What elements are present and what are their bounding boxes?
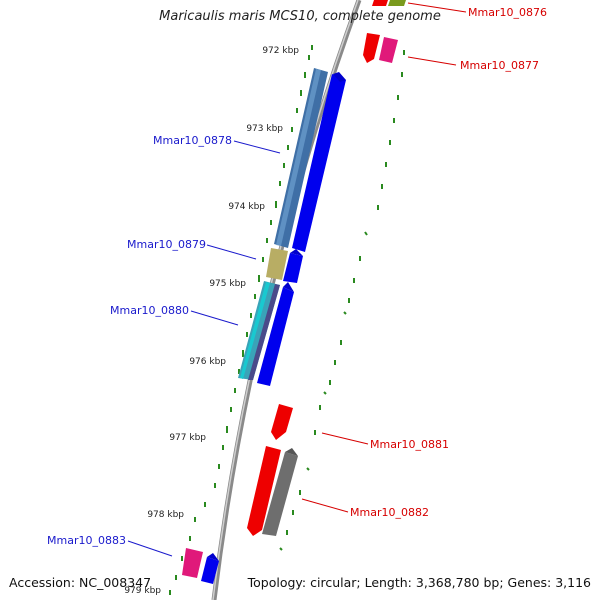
gene-label-Mmar10_0879[interactable]: Mmar10_0879: [127, 238, 206, 251]
scale-label-974: 974 kbp: [228, 202, 265, 212]
accession-label: Accession: NC_008347: [9, 575, 152, 590]
topology-label: Topology: circular; Length: 3,368,780 bp…: [247, 575, 591, 590]
left-scale-ticks: [169, 45, 313, 595]
gene-Mmar10_0879[interactable]: [266, 248, 303, 283]
gene-labels: Mmar10_0876 Mmar10_0877 Mmar10_0878 Mmar…: [47, 6, 547, 547]
gene-Mmar10_0876[interactable]: [372, 0, 406, 6]
gene-Mmar10_0881[interactable]: [271, 404, 293, 440]
scale-label-976: 976 kbp: [189, 357, 226, 367]
gene-label-Mmar10_0883[interactable]: Mmar10_0883: [47, 534, 126, 547]
gene-Mmar10_0882[interactable]: [247, 446, 298, 536]
label-leader-lines: [127, 2, 467, 557]
scale-label-979: 979 kbp: [124, 586, 161, 596]
scale-label-972: 972 kbp: [262, 46, 299, 56]
gene-label-Mmar10_0882[interactable]: Mmar10_0882: [350, 506, 429, 519]
gene-label-Mmar10_0877[interactable]: Mmar10_0877: [460, 59, 539, 72]
gene-label-Mmar10_0876[interactable]: Mmar10_0876: [468, 6, 547, 19]
right-scale-ticks: [279, 50, 405, 551]
scale-label-978: 978 kbp: [147, 510, 184, 520]
gene-label-Mmar10_0880[interactable]: Mmar10_0880: [110, 304, 189, 317]
scale-label-975: 975 kbp: [209, 279, 246, 289]
gene-Mmar10_0877[interactable]: [363, 33, 398, 63]
gene-Mmar10_0883[interactable]: [182, 548, 219, 584]
map-title: Maricaulis maris MCS10, complete genome: [159, 9, 441, 24]
gene-Mmar10_0878[interactable]: [274, 68, 346, 252]
gene-Mmar10_0880[interactable]: [238, 281, 294, 386]
scale-label-973: 973 kbp: [246, 124, 283, 134]
gene-label-Mmar10_0881[interactable]: Mmar10_0881: [370, 438, 449, 451]
gene-label-Mmar10_0878[interactable]: Mmar10_0878: [153, 134, 232, 147]
scale-labels: 972 kbp 973 kbp 974 kbp 975 kbp 976 kbp …: [124, 46, 299, 596]
scale-label-977: 977 kbp: [169, 433, 206, 443]
